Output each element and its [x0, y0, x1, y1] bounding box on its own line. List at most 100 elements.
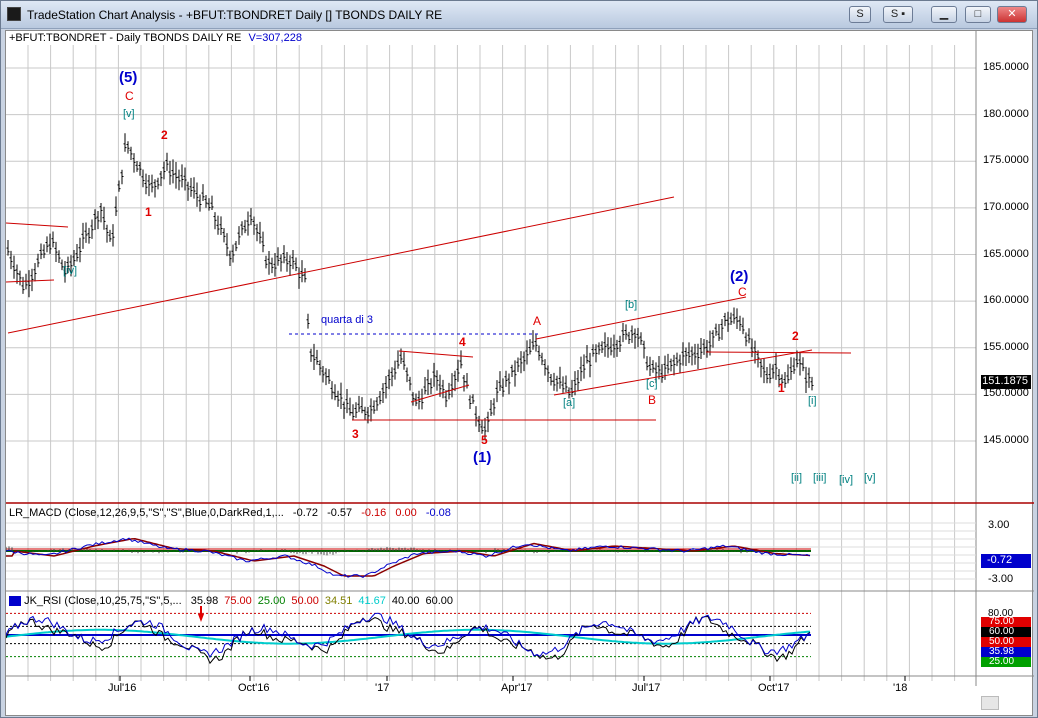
wave-label-red-B: B	[648, 393, 657, 407]
wave-label-red-1-right: 1	[778, 381, 785, 395]
x-axis-label: Apr'17	[501, 682, 533, 694]
x-axis-label: Jul'17	[632, 682, 661, 694]
rsi-color-swatch	[9, 596, 21, 607]
trend-line	[6, 279, 55, 283]
wave-label-wave-c-mid: [c]	[646, 378, 658, 390]
title-bar[interactable]: TradeStation Chart Analysis - +BFUT:TBON…	[1, 1, 1037, 29]
maximize-icon: □	[974, 8, 982, 20]
macd-tick-bottom: -3.00	[988, 573, 1014, 585]
rsi-smooth-line	[6, 628, 811, 645]
x-axis-label: '17	[375, 682, 390, 694]
rsi-value-7: 60.00	[425, 595, 453, 607]
minimize-icon: ▁	[939, 8, 949, 20]
rsi-header-name: JK_RSI (Close,10,25,75,"S",5,...	[24, 595, 182, 607]
rsi-tick-top: 80.00	[988, 608, 1014, 619]
trend-line	[705, 351, 852, 354]
rsi-value-0: 35.98	[190, 595, 219, 607]
rsi-level-badge: 60.00	[981, 627, 1031, 637]
x-axis-label: Jul'16	[108, 682, 137, 694]
wave-label-wave-iii: [iii]	[813, 472, 827, 484]
rsi-value-3: 50.00	[291, 595, 319, 607]
rsi-header: JK_RSI (Close,10,25,75,"S",5,... 35.98 75…	[9, 595, 453, 607]
time-scroll-thumb[interactable]	[981, 696, 999, 710]
trend-line	[553, 349, 813, 396]
x-axis-label: Oct'16	[238, 682, 270, 694]
price-tick-label: 150.0000	[983, 387, 1029, 400]
macd-tick-top: 3.00	[988, 519, 1010, 531]
x-axis-label: Oct'17	[758, 682, 790, 694]
trend-line	[410, 384, 470, 403]
rsi-arrow-marker	[198, 614, 204, 622]
styles-label: S	[890, 8, 899, 20]
wave-label-wave1-major: (1)	[473, 449, 492, 466]
price-tick-label: 175.0000	[983, 154, 1029, 167]
app-icon	[7, 7, 21, 21]
maximize-button[interactable]: □	[965, 6, 991, 23]
price-tick-label: 165.0000	[983, 247, 1029, 260]
trend-line	[6, 222, 69, 228]
macd-value-2: -0.16	[361, 507, 387, 519]
window-title: TradeStation Chart Analysis - +BFUT:TBON…	[27, 8, 443, 22]
macd-value-1: -0.57	[327, 507, 353, 519]
macd-current-badge: -0.72	[981, 554, 1031, 568]
wave-label-quarta-di-3: quarta di 3	[321, 314, 373, 326]
chart-canvas[interactable]	[6, 31, 1034, 717]
wave-label-red-2-right: 2	[792, 329, 799, 343]
wave-label-red-2-top: 2	[161, 128, 168, 142]
rsi-level-badge: 25.00	[981, 657, 1031, 667]
rsi-level-badge: 35.98	[981, 647, 1031, 657]
macd-line	[6, 537, 811, 578]
wave-label-wave2-major: (2)	[730, 268, 749, 285]
price-tick-label: 170.0000	[983, 200, 1029, 213]
rsi-level-badge: 75.00	[981, 617, 1031, 627]
chart-area[interactable]: +BFUT:TBONDRET - Daily TBONDS DAILY RE V…	[5, 30, 1034, 717]
wave-label-wave-a: [a]	[563, 397, 576, 409]
symbol-link-label: S	[856, 8, 864, 20]
wave-label-wave-iv-right: [iv]	[839, 474, 854, 486]
wave-label-red-1-top: 1	[145, 205, 152, 219]
wave-label-red-A: A	[533, 314, 542, 328]
wave-label-red-5: 5	[481, 433, 488, 447]
price-tick-label: 145.0000	[983, 434, 1029, 446]
trend-line	[398, 350, 474, 358]
price-tick-label: 185.0000	[983, 61, 1029, 73]
price-tick-label: 160.0000	[983, 294, 1029, 307]
wave-label-wave-i: [i]	[808, 395, 817, 407]
price-header: +BFUT:TBONDRET - Daily TBONDS DAILY RE V…	[9, 32, 302, 44]
price-tick-label: 180.0000	[983, 107, 1029, 120]
price-tick-label: 155.0000	[983, 340, 1029, 353]
wave-label-red-3: 3	[352, 427, 359, 441]
wave-label-wave-c-top: C	[125, 89, 134, 103]
minimize-button[interactable]: ▁	[931, 6, 957, 23]
wave-label-wave-iv-left: [iv]	[63, 265, 78, 277]
trend-line	[535, 296, 747, 340]
wave-label-wave5-major: (5)	[119, 69, 138, 86]
wave-label-wave-v-right: [v]	[864, 472, 876, 484]
wave-label-wave-ii: [ii]	[791, 472, 802, 484]
styles-button[interactable]: S ▪	[883, 6, 913, 23]
last-price-badge: 151.1875	[981, 375, 1031, 389]
x-axis-label: '18	[893, 682, 908, 694]
rsi-value-4: 34.51	[324, 595, 353, 607]
rsi-level-badge: 50.00	[981, 637, 1031, 647]
wave-label-red-4: 4	[459, 335, 466, 349]
rsi-value-5: 41.67	[358, 595, 386, 607]
close-icon: ✕	[1007, 8, 1017, 20]
wave-label-red-C-right: C	[738, 285, 747, 299]
price-header-symbol: +BFUT:TBONDRET - Daily TBONDS DAILY RE	[9, 32, 242, 44]
rsi-value-1: 75.00	[224, 595, 252, 607]
rsi-value-6: 40.00	[391, 595, 420, 607]
macd-value-0: -0.72	[292, 507, 318, 519]
rsi-header-values: 35.98 75.00 25.00 50.00 34.51 41.67 40.00 60.00	[185, 595, 453, 607]
macd-header-name: LR_MACD (Close,12,26,9,5,"S","S",Blue,0,…	[9, 507, 284, 519]
symbol-link-button[interactable]: S	[849, 6, 871, 23]
rsi-value-2: 25.00	[257, 595, 286, 607]
close-button[interactable]: ✕	[997, 6, 1027, 23]
wave-label-wave-b: [b]	[625, 299, 638, 311]
price-header-volume: V=307,228	[248, 32, 302, 44]
rsi-line	[6, 612, 811, 658]
macd-value-4: -0.08	[425, 507, 451, 519]
macd-header: LR_MACD (Close,12,26,9,5,"S","S",Blue,0,…	[9, 507, 451, 519]
trend-line	[7, 196, 675, 334]
